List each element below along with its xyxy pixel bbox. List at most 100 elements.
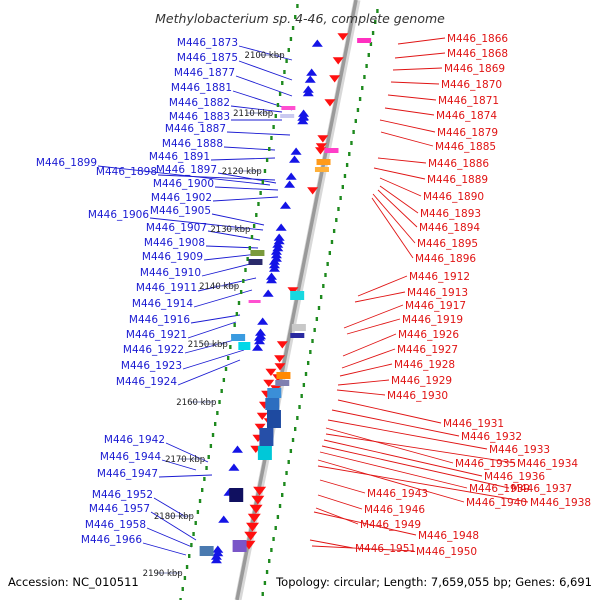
forward-gene-label: M446_1877 <box>174 67 235 79</box>
forward-gene-label: M446_1908 <box>144 237 205 249</box>
forward-gene-label: M446_1916 <box>129 314 190 326</box>
reverse-leader-line <box>337 399 442 424</box>
forward-tick <box>281 81 284 85</box>
reverse-tick <box>322 284 325 288</box>
forward-gene-arrow <box>210 556 222 564</box>
reverse-tick <box>371 31 375 35</box>
forward-gene-label: M446_1914 <box>132 298 193 310</box>
gene-block <box>291 324 306 331</box>
reverse-gene-label: M446_1929 <box>391 375 452 387</box>
reverse-tick <box>356 108 360 112</box>
forward-tick <box>224 367 228 371</box>
forward-leader-line <box>97 165 271 186</box>
reverse-tick <box>332 229 336 233</box>
reverse-tick <box>361 86 364 90</box>
forward-gene-label: M446_1887 <box>165 123 226 135</box>
reverse-tick <box>363 75 366 79</box>
reverse-tick <box>291 438 295 442</box>
forward-tick <box>276 103 280 107</box>
reverse-gene-label: M446_1874 <box>436 110 497 122</box>
forward-gene-label: M446_1883 <box>169 111 230 123</box>
forward-tick <box>207 455 210 459</box>
gene-block <box>232 540 247 552</box>
forward-gene-label: M446_1905 <box>150 205 211 217</box>
reverse-gene-label: M446_1868 <box>447 48 508 60</box>
reverse-gene-label: M446_1951 <box>355 543 416 555</box>
forward-tick <box>226 356 230 360</box>
topology-text: Topology: circular; Length: 7,659,055 bp… <box>275 575 592 589</box>
reverse-leader-line <box>331 409 460 437</box>
forward-tick <box>211 433 215 437</box>
reverse-gene-arrow <box>244 531 258 541</box>
reverse-leader-line <box>319 479 366 494</box>
kbp-label: 2120 kbp <box>222 167 262 177</box>
reverse-gene-arrow <box>274 355 286 363</box>
kbp-label: 2100 kbp <box>245 51 285 61</box>
forward-tick <box>181 587 184 591</box>
forward-gene-label: M446_1942 <box>104 434 165 446</box>
forward-leader-line <box>235 75 293 97</box>
reverse-gene-label: M446_1913 <box>407 287 468 299</box>
reverse-gene-arrow <box>247 513 261 523</box>
reverse-gene-label: M446_1934 <box>517 458 578 470</box>
reverse-tick <box>274 526 277 530</box>
reverse-tick <box>354 119 357 123</box>
forward-leader-line <box>182 349 245 370</box>
reverse-gene-label: M446_1933 <box>489 444 550 456</box>
reverse-tick <box>315 317 319 321</box>
reverse-tick <box>306 361 310 365</box>
forward-tick <box>239 290 243 294</box>
gene-block <box>290 291 305 300</box>
reverse-leader-line <box>372 193 416 244</box>
forward-leader-line <box>223 146 276 151</box>
forward-leader-line <box>238 45 293 61</box>
forward-gene-label: M446_1923 <box>121 360 182 372</box>
forward-leader-line <box>238 60 293 81</box>
forward-gene-labels: M446_1873 M446_1875 M446_1877 M446_1881 M446… <box>36 37 238 546</box>
reverse-tick <box>293 427 297 431</box>
forward-tick <box>196 510 200 514</box>
forward-gene-label: M446_1924 <box>116 376 177 388</box>
reverse-tick <box>358 97 362 101</box>
gene-block <box>199 546 214 556</box>
forward-tick <box>246 257 249 261</box>
forward-tick <box>250 235 254 239</box>
reverse-leader-line <box>317 494 363 510</box>
reverse-gene-label: M446_1885 <box>435 141 496 153</box>
reverse-leader-line <box>384 107 435 116</box>
reverse-tick <box>350 141 353 145</box>
forward-gene-arrow <box>290 147 302 155</box>
reverse-leader-line <box>371 197 414 259</box>
reverse-gene-labels: M446_1866 M446_1868 M446_1869 M446_1870 M446… <box>355 33 591 558</box>
gene-block <box>280 114 295 118</box>
forward-gene-arrow <box>284 180 296 188</box>
reverse-tick <box>313 328 316 332</box>
reverse-leader-line <box>377 189 418 228</box>
reverse-leader-line <box>392 67 443 71</box>
gene-block <box>231 334 246 341</box>
kbp-label: 2160 kbp <box>176 398 216 408</box>
forward-gene-arrow <box>285 172 297 180</box>
reverse-tick <box>348 152 351 156</box>
reverse-leader-line <box>313 511 417 536</box>
reverse-leader-line <box>319 451 468 489</box>
reverse-tick <box>328 251 332 255</box>
kbp-label: 2190 kbp <box>143 569 183 579</box>
reverse-gene-label: M446_1879 <box>437 127 498 139</box>
forward-tick <box>287 48 290 52</box>
reverse-gene-label: M446_1935 <box>455 458 516 470</box>
accession-text: Accession: NC_010511 <box>8 575 139 589</box>
gene-block <box>281 106 296 110</box>
forward-leader-line <box>161 459 197 471</box>
reverse-tick <box>276 515 280 519</box>
forward-tick <box>291 26 295 30</box>
reverse-tick <box>281 493 284 497</box>
reverse-tick <box>352 130 355 134</box>
forward-gene-label: M446_1900 <box>153 178 214 190</box>
reverse-leader-line <box>317 459 465 503</box>
gene-features <box>199 33 372 564</box>
forward-gene-arrow <box>297 117 309 125</box>
forward-tick <box>255 213 258 217</box>
reverse-tick <box>311 339 314 343</box>
reverse-tick <box>330 240 334 244</box>
